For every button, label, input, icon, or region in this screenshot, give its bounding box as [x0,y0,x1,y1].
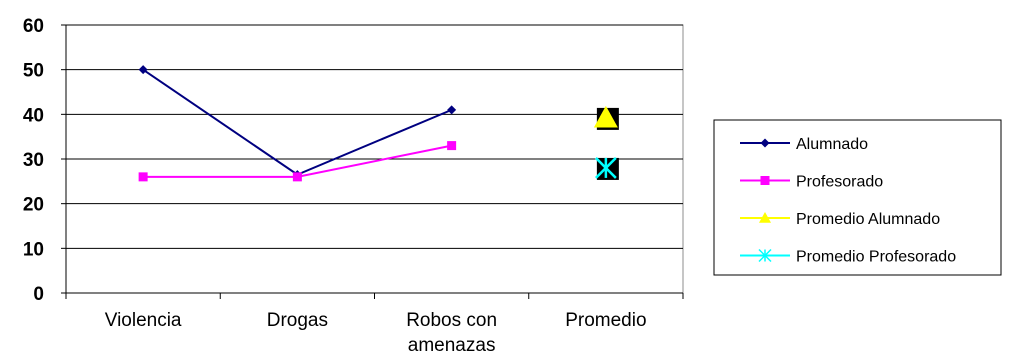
legend-entry-3: Promedio Profesorado [740,249,956,266]
data-point-1-1 [292,172,302,182]
data-point-0-0 [138,65,148,75]
legend-marker [758,248,772,263]
y-tick-label-50: 50 [23,61,44,82]
y-tick-label-20: 20 [23,195,44,216]
legend-marker [760,138,770,148]
legend-label: Promedio Alumnado [796,211,940,228]
x-axis-ticks: Violencia Drogas Robos con amenazas Promedio [65,293,684,356]
data-point-2-3 [593,105,619,130]
marker-shape [759,212,771,223]
x-tick-label-1: Drogas [267,310,328,331]
series-layer [138,65,619,182]
marker-shape [593,105,618,128]
legend-label: Profesorado [796,174,883,191]
y-tick-label-40: 40 [23,105,44,126]
y-tick-label-60: 60 [23,16,44,37]
legend-entry-0: Alumnado [740,136,868,153]
data-point-1-0 [138,172,148,182]
legend-label: Promedio Profesorado [796,249,956,266]
legend: Alumnado Profesorado Promedio Alumnado Prom… [713,119,1002,276]
x-tick-label-3: Promedio [565,310,646,331]
series-2 [593,105,619,130]
data-point-0-2 [447,105,457,115]
series-0 [138,65,457,180]
y-tick-label-10: 10 [23,239,44,260]
legend-marker [760,176,770,185]
series-3 [594,157,619,180]
legend-label: Alumnado [796,136,868,153]
legend-marker [759,212,771,223]
x-tick-label-2: Robos con amenazas [406,310,497,356]
legend-box [713,119,1002,276]
y-tick-label-30: 30 [23,150,44,171]
data-point-1-2 [447,141,457,151]
series-1 [138,141,457,182]
data-point-3-3 [594,157,619,180]
legend-entry-1: Profesorado [740,174,883,191]
legend-entry-2: Promedio Alumnado [740,211,940,228]
gridlines [65,24,684,294]
y-tick-label-0: 0 [33,284,44,305]
y-axis-ticks: 0 10 20 30 40 50 60 [23,16,66,305]
x-tick-label-0: Violencia [105,310,182,331]
